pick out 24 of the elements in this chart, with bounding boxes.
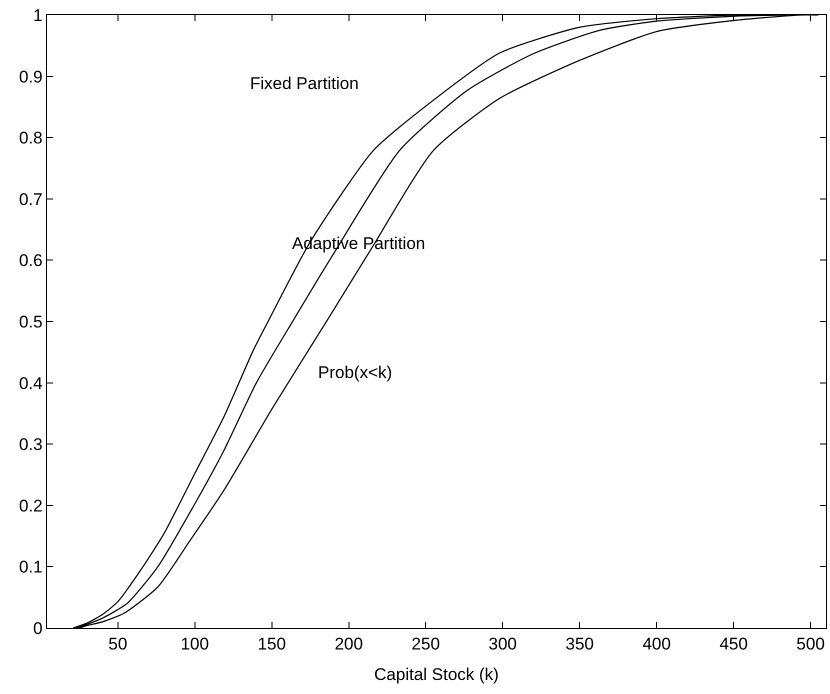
annotation: Prob(x<k) [318,363,392,382]
x-tick-label: 300 [488,634,517,654]
y-tick-label: 0.1 [18,558,43,577]
x-tick-label: 50 [108,634,128,654]
annotation: Fixed Partition [250,74,359,93]
x-tick-label: 200 [334,634,363,654]
y-tick-label: 0.3 [18,435,43,454]
y-tick-label: 0.6 [18,251,43,270]
y-tick-label: 0.8 [18,128,43,148]
x-tick-label: 400 [642,634,671,654]
y-tick-label: 0.7 [18,190,43,209]
y-tick-label: 0.2 [18,496,43,516]
x-tick-label: 350 [565,634,594,654]
y-tick-label: 0 [33,618,43,638]
y-tick-label: 1 [33,6,43,25]
x-tick-label: 450 [719,634,748,654]
y-tick-label: 0.5 [18,312,43,332]
y-tick-label: 0.9 [18,67,43,86]
x-tick-label: 100 [180,634,209,654]
y-tick-label: 0.4 [18,374,43,393]
x-tick-label: 250 [412,634,440,654]
x-tick-label: 500 [796,634,825,654]
x-tick-label: 150 [258,634,286,654]
x-axis-title: Capital Stock (k) [374,664,499,684]
